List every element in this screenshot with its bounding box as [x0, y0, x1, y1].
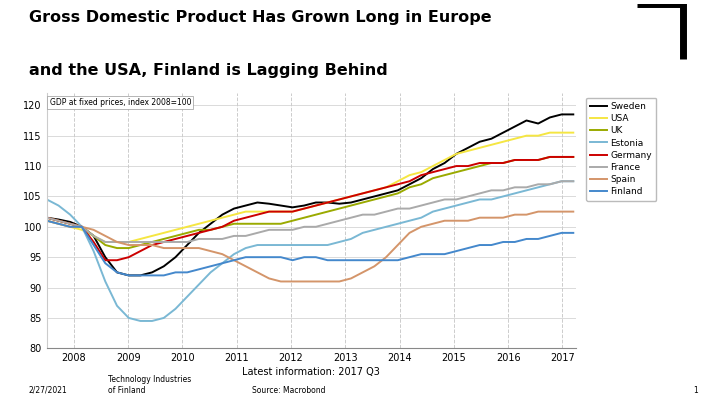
Text: Technology Industries
of Finland: Technology Industries of Finland — [108, 375, 192, 395]
Text: and the USA, Finland is Lagging Behind: and the USA, Finland is Lagging Behind — [29, 63, 387, 78]
Text: Gross Domestic Product Has Grown Long in Europe: Gross Domestic Product Has Grown Long in… — [29, 10, 492, 25]
Text: 2/27/2021: 2/27/2021 — [29, 386, 68, 395]
Text: 1: 1 — [693, 386, 698, 395]
Text: GDP at fixed prices, index 2008=100: GDP at fixed prices, index 2008=100 — [50, 98, 191, 107]
Text: Source: Macrobond: Source: Macrobond — [252, 386, 325, 395]
Legend: Sweden, USA, UK, Estonia, Germany, France, Spain, Finland: Sweden, USA, UK, Estonia, Germany, Franc… — [586, 98, 657, 201]
X-axis label: Latest information: 2017 Q3: Latest information: 2017 Q3 — [243, 367, 380, 377]
